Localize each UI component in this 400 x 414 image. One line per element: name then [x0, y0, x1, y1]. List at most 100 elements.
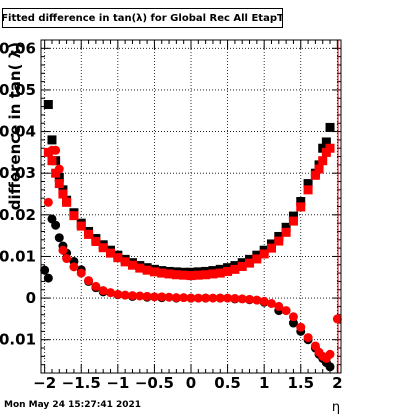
- data-point-circle: [98, 286, 108, 296]
- data-point-circle: [230, 293, 240, 303]
- data-point-circle: [127, 291, 137, 301]
- data-point-square: [76, 221, 86, 231]
- x-tick-label: −1: [106, 374, 129, 392]
- data-point-circle: [58, 245, 68, 255]
- data-point-square: [186, 271, 196, 281]
- y-tick-label: −0.01: [0, 331, 36, 349]
- y-tick-label: 0.06: [0, 39, 36, 57]
- data-point-square: [252, 254, 262, 264]
- data-point-circle: [84, 276, 94, 286]
- data-point-circle: [179, 293, 189, 303]
- data-point-circle: [201, 293, 211, 303]
- data-point-square: [314, 164, 324, 174]
- data-point-square: [325, 143, 335, 153]
- data-point-square: [259, 249, 269, 259]
- data-point-circle: [215, 293, 225, 303]
- data-point-circle: [43, 197, 53, 207]
- data-point-square: [274, 231, 284, 241]
- data-point-circle: [62, 254, 72, 264]
- data-point-square: [91, 236, 101, 246]
- data-point-square: [157, 268, 167, 278]
- x-tick-label: 1: [259, 374, 269, 392]
- data-point-square: [281, 222, 291, 232]
- data-point-circle: [54, 164, 64, 174]
- data-point-square: [288, 211, 298, 221]
- data-point-square: [69, 211, 79, 221]
- data-point-square: [325, 122, 335, 132]
- x-tick-label: 2: [332, 374, 342, 392]
- timestamp: Mon May 24 15:27:41 2021: [4, 400, 142, 410]
- data-point-square: [120, 257, 130, 267]
- data-point-square: [288, 216, 298, 226]
- data-point-circle: [164, 292, 174, 302]
- data-point-circle: [252, 295, 262, 305]
- data-point-square: [310, 170, 320, 180]
- data-point-circle: [76, 268, 86, 278]
- data-point-square: [318, 156, 328, 166]
- x-tick-label: −1.5: [62, 374, 101, 392]
- x-tick-label: 0: [186, 374, 196, 392]
- data-point-circle: [43, 273, 53, 283]
- data-point-circle: [186, 293, 196, 303]
- y-tick-label: 0.04: [0, 123, 36, 141]
- data-point-circle: [325, 349, 335, 359]
- data-point-square: [113, 253, 123, 263]
- data-point-square: [237, 261, 247, 271]
- data-point-circle: [69, 262, 79, 272]
- x-tick-label: −0.5: [135, 374, 174, 392]
- plot-frame: [40, 39, 342, 374]
- data-point-square: [54, 179, 64, 189]
- data-point-square: [274, 236, 284, 246]
- data-point-square: [62, 197, 72, 207]
- data-point-square: [215, 268, 225, 278]
- data-point-square: [106, 248, 116, 258]
- data-point-square: [135, 263, 145, 273]
- data-point-square: [230, 264, 240, 274]
- data-point-square: [303, 179, 313, 189]
- data-point-circle: [51, 220, 61, 230]
- data-point-circle: [303, 333, 313, 343]
- y-tick-label: 0.05: [0, 81, 36, 99]
- data-point-circle: [288, 318, 298, 328]
- data-point-circle: [120, 290, 130, 300]
- data-point-square: [179, 270, 189, 280]
- data-point-circle: [325, 362, 335, 372]
- y-axis-label: difference in tan( λ): [6, 42, 24, 210]
- data-point-square: [266, 243, 276, 253]
- data-point-circle: [113, 289, 123, 299]
- y-tick-label: 0: [26, 289, 36, 307]
- data-point-square: [127, 260, 137, 270]
- data-point-circle: [223, 293, 233, 303]
- data-point-square: [51, 168, 61, 178]
- data-point-circle: [54, 233, 64, 243]
- data-point-circle: [208, 293, 218, 303]
- data-point-circle: [288, 312, 298, 322]
- data-point-square: [245, 258, 255, 268]
- chart-title: Fitted difference in tan(λ) for Global R…: [2, 8, 283, 28]
- data-point-circle: [40, 265, 50, 275]
- data-point-square: [164, 269, 174, 279]
- data-point-circle: [51, 145, 61, 155]
- data-point-circle: [91, 281, 101, 291]
- data-point-circle: [106, 288, 116, 298]
- data-point-square: [47, 156, 57, 166]
- y-tick-label: 0.03: [0, 164, 36, 182]
- y-tick-label: 0.02: [0, 206, 36, 224]
- data-point-square: [281, 227, 291, 237]
- data-point-circle: [296, 322, 306, 332]
- data-point-square: [208, 269, 218, 279]
- data-point-square: [47, 135, 57, 145]
- data-point-circle: [149, 292, 159, 302]
- data-point-circle: [142, 291, 152, 301]
- data-point-square: [321, 137, 331, 147]
- data-point-circle: [281, 306, 291, 316]
- data-point-circle: [259, 296, 269, 306]
- data-point-square: [223, 266, 233, 276]
- data-point-circle: [266, 298, 276, 308]
- data-point-square: [98, 243, 108, 253]
- data-point-circle: [193, 293, 203, 303]
- x-tick-label: 1.5: [287, 374, 314, 392]
- data-point-circle: [157, 292, 167, 302]
- data-point-circle: [135, 291, 145, 301]
